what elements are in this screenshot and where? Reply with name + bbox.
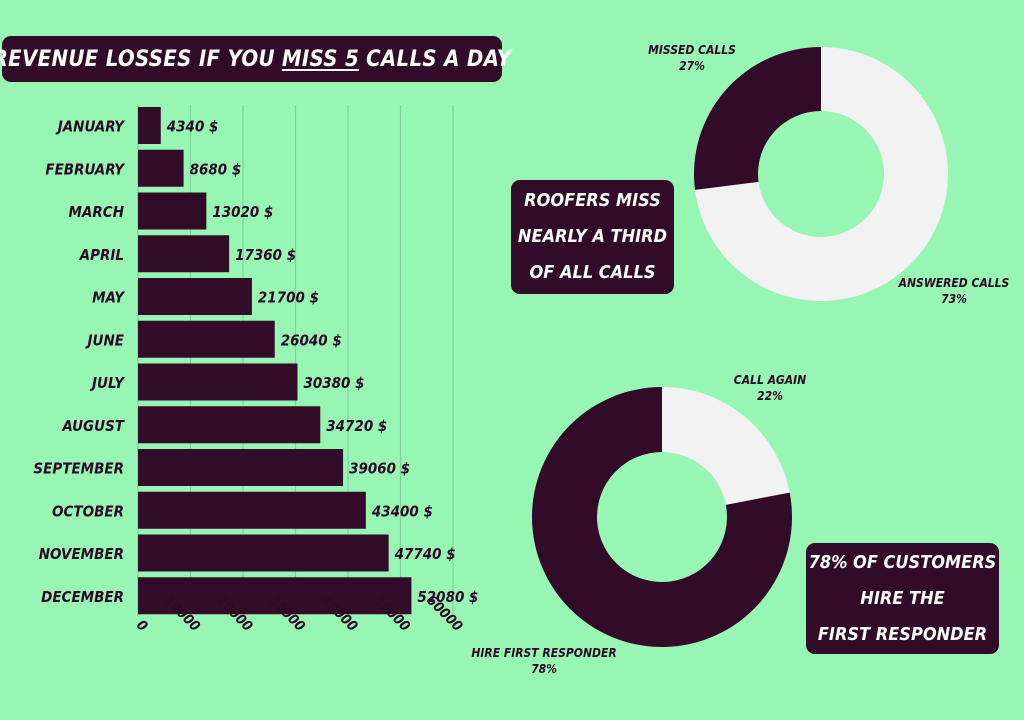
callout-line: 78% of customers bbox=[808, 551, 997, 573]
category-label: FEBRUARY bbox=[45, 160, 125, 178]
data-label: 30380 $ bbox=[303, 374, 364, 392]
chart-title: Revenue losses if you miss 5 calls a day bbox=[0, 36, 511, 82]
category-label: NOVEMBER bbox=[39, 545, 124, 563]
data-label: 21700 $ bbox=[258, 289, 319, 307]
callout-line: first responder bbox=[817, 623, 988, 645]
slice-value-label: 22% bbox=[757, 389, 783, 403]
category-label: MARCH bbox=[69, 203, 125, 221]
data-label: 34720 $ bbox=[326, 417, 387, 435]
category-label: JULY bbox=[89, 374, 125, 392]
bar bbox=[138, 491, 366, 529]
callout-line: nearly a third bbox=[517, 226, 668, 247]
category-label: JANUARY bbox=[55, 118, 125, 136]
bar bbox=[138, 363, 298, 401]
data-label: 4340 $ bbox=[167, 118, 219, 136]
data-label: 43400 $ bbox=[372, 502, 433, 520]
category-label: MAY bbox=[92, 289, 125, 307]
slice-value-label: 27% bbox=[679, 59, 705, 73]
slice-label: ANSWERED CALLS bbox=[898, 276, 1010, 290]
bar bbox=[138, 577, 412, 615]
bar bbox=[138, 149, 184, 187]
data-label: 8680 $ bbox=[190, 160, 242, 178]
bar bbox=[138, 406, 321, 444]
slice-value-label: 78% bbox=[531, 662, 557, 676]
title-suffix: calls a day bbox=[366, 46, 512, 72]
bar bbox=[138, 107, 161, 144]
bar bbox=[138, 235, 230, 273]
data-label: 26040 $ bbox=[281, 331, 342, 349]
title-prefix: Revenue losses if you bbox=[0, 46, 275, 72]
callout-line: of all calls bbox=[529, 262, 656, 283]
hire-first-callout: 78% of customers hire the first responde… bbox=[806, 543, 999, 654]
category-label: SEPTEMBER bbox=[33, 460, 124, 478]
callout-line: Roofers miss bbox=[524, 190, 661, 211]
slice-label: CALL AGAIN bbox=[734, 373, 806, 387]
data-label: 52080 $ bbox=[417, 588, 478, 606]
donut-slice bbox=[693, 47, 821, 190]
donut-slice bbox=[531, 387, 792, 647]
bar bbox=[138, 534, 389, 572]
bar bbox=[138, 449, 344, 486]
data-label: 39060 $ bbox=[349, 460, 410, 478]
bar bbox=[138, 320, 275, 358]
data-label: 13020 $ bbox=[212, 203, 273, 221]
donut-slice bbox=[662, 387, 790, 505]
data-label: 47740 $ bbox=[395, 545, 456, 563]
callout-line: hire the bbox=[860, 587, 945, 609]
category-label: JUNE bbox=[85, 331, 125, 349]
slice-label: MISSED CALLS bbox=[648, 43, 736, 57]
title-emphasis: miss 5 bbox=[281, 46, 360, 72]
missed-calls-callout: Roofers miss nearly a third of all calls bbox=[511, 180, 674, 294]
slice-label: HIRE FIRST RESPONDER bbox=[471, 646, 616, 660]
monthly-loss-bar-chart: JANUARY 4340 $ FEBRUARY 8680 $ MARCH 13020 $ A… bbox=[33, 105, 478, 635]
slice-value-label: 73% bbox=[941, 292, 967, 306]
donut-slice bbox=[695, 47, 948, 301]
category-label: DECEMBER bbox=[41, 588, 124, 606]
bar bbox=[138, 192, 207, 230]
category-label: APRIL bbox=[79, 246, 124, 264]
bar bbox=[138, 278, 252, 315]
category-label: OCTOBER bbox=[52, 502, 124, 520]
data-label: 17360 $ bbox=[235, 246, 296, 264]
category-label: AUGUST bbox=[61, 417, 125, 435]
